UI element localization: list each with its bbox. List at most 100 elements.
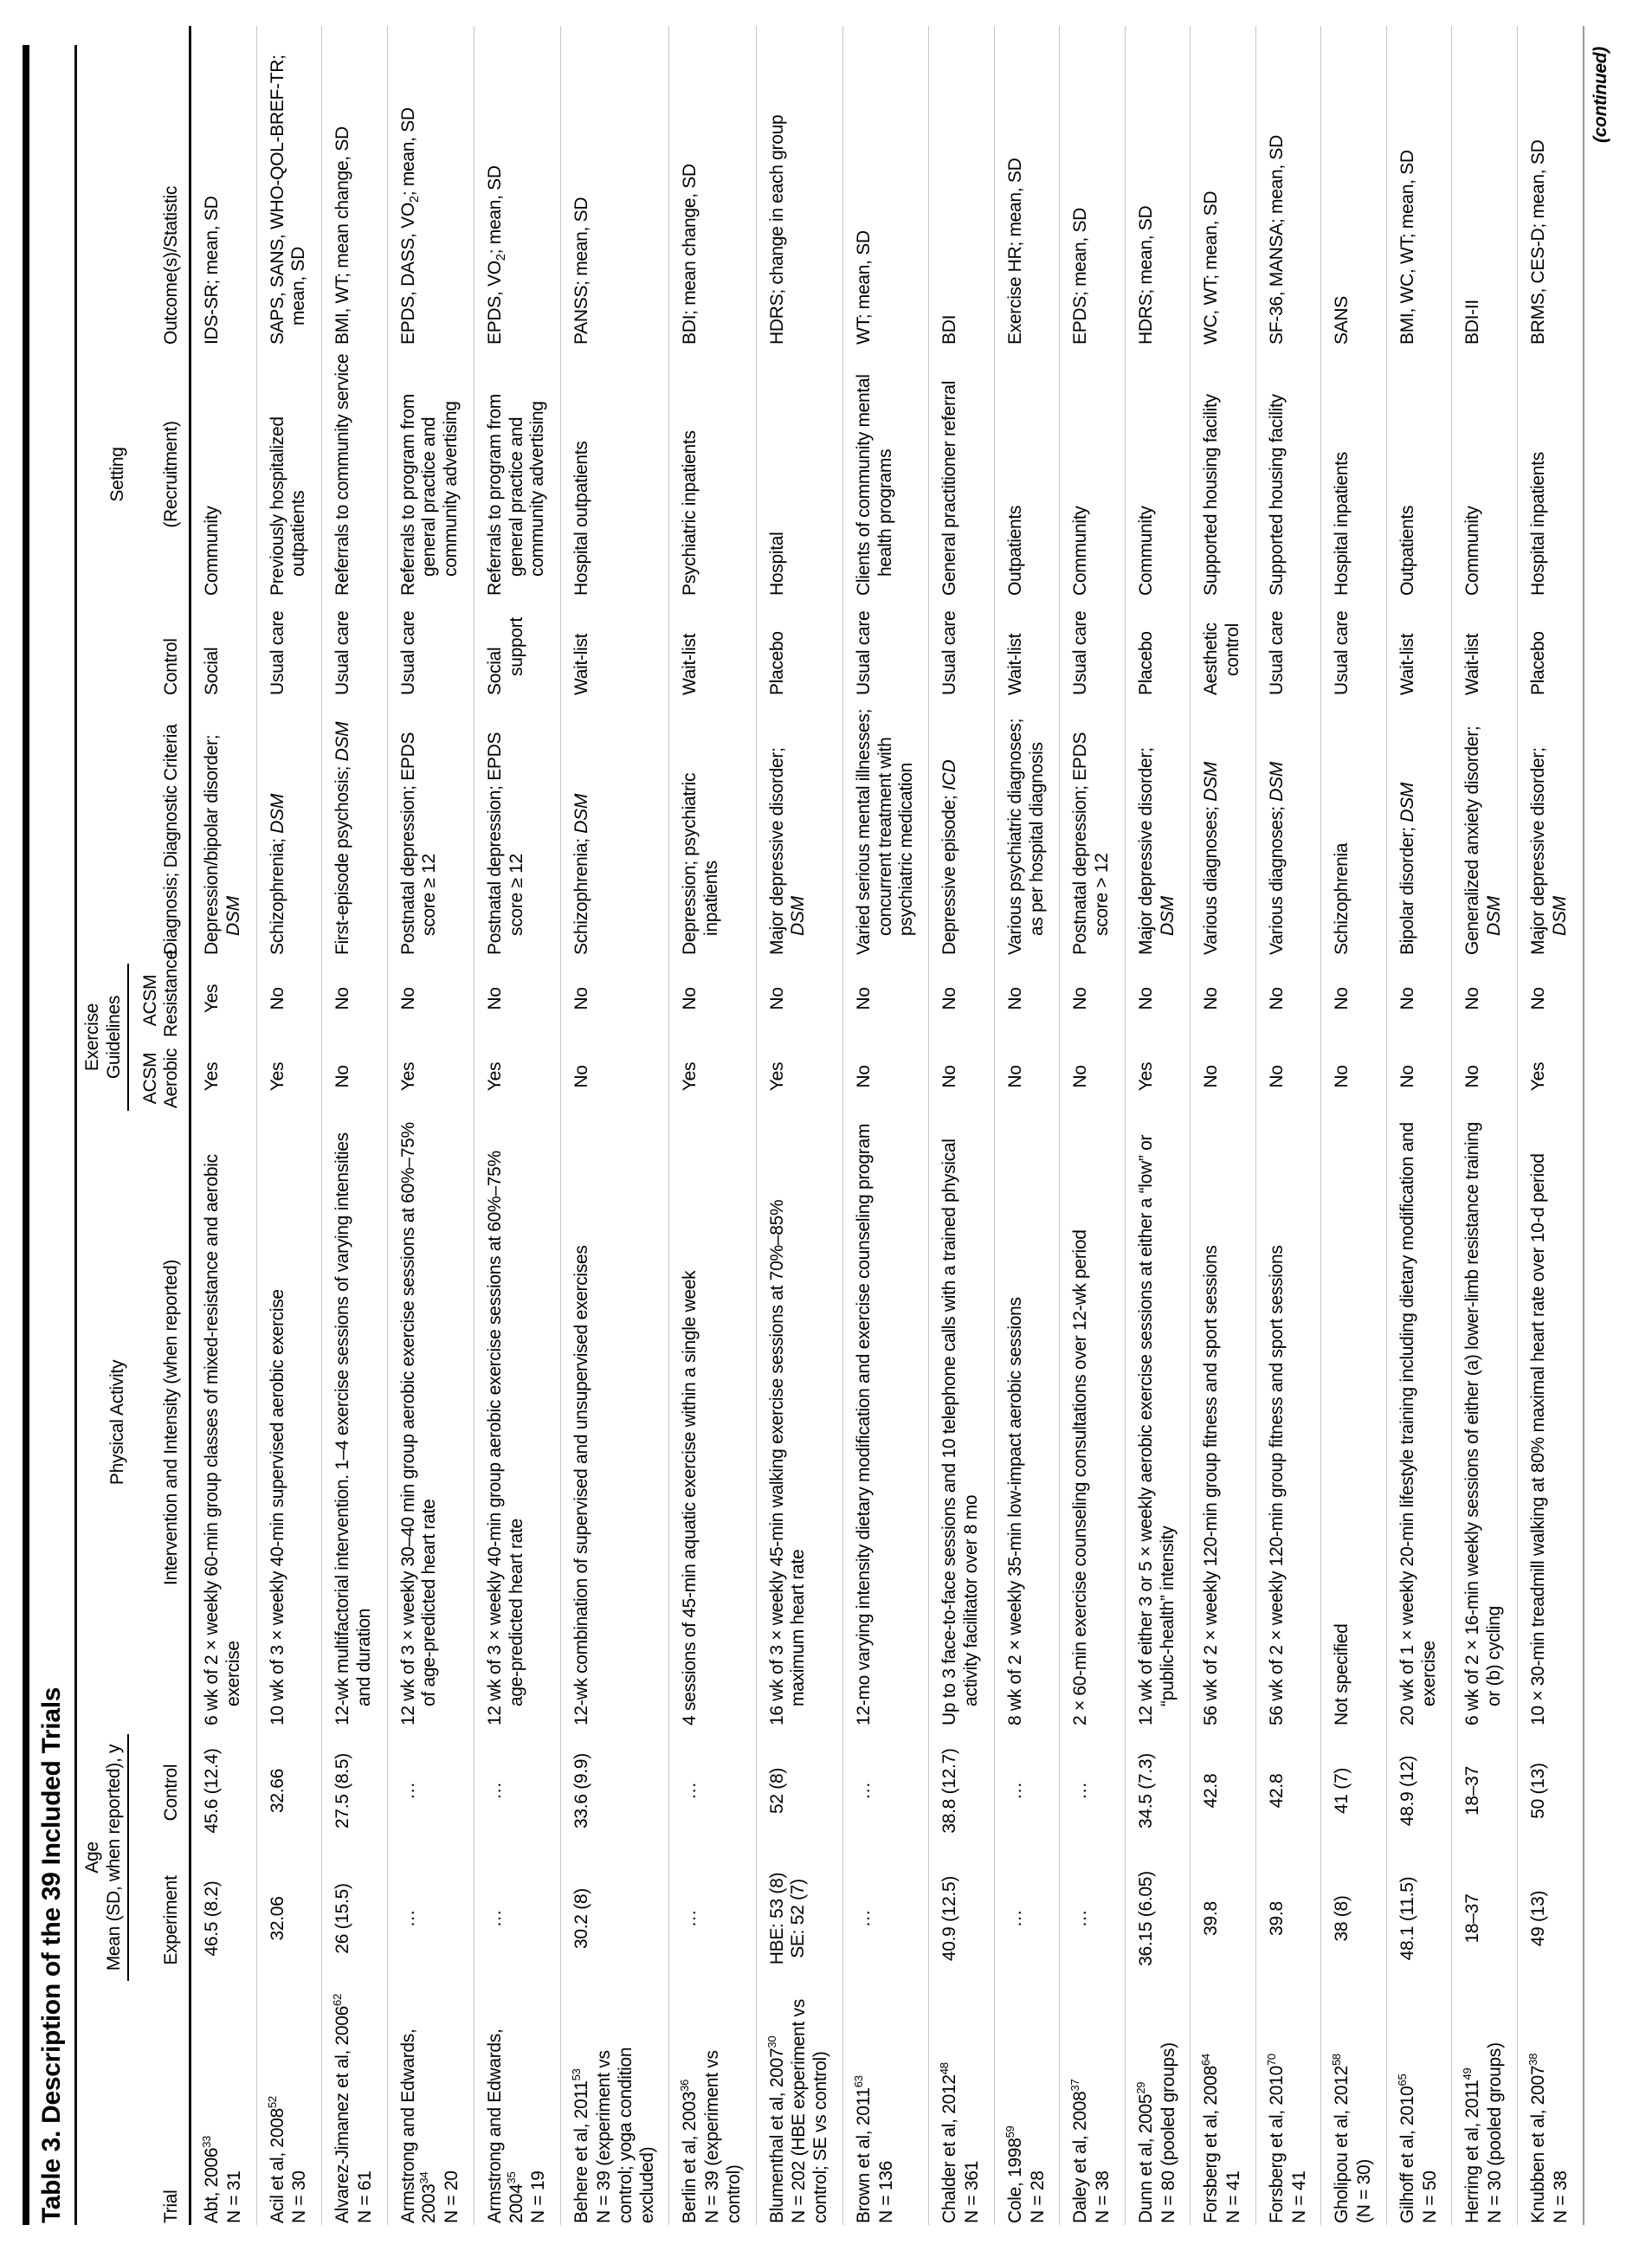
acsm-aerobic-cell: No (560, 1039, 669, 1113)
physical-activity-cell: 10 × 30-min treadmill walking at 80% max… (1517, 1113, 1584, 1727)
header-age-group: Age Mean (SD, when reported), y (77, 1727, 135, 1983)
physical-activity-cell: 6 wk of 2 × 16-min weekly sessions of ei… (1451, 1113, 1518, 1727)
setting-cell: Community (1125, 345, 1191, 597)
trial-sample-size: N = 61 (354, 2170, 375, 2223)
trial-name: Berlin et al, 2003 (680, 2091, 700, 2223)
physical-activity-cell: 12 wk of either 3 or 5 × weekly aerobic … (1125, 1113, 1191, 1727)
setting-cell: Referrals to program from general practi… (387, 345, 474, 597)
control-arm-cell: Placebo (756, 597, 843, 697)
acsm-resistance-cell: No (387, 956, 474, 1039)
trial-name: Armstrong and Edwards, 2004 (484, 2028, 526, 2223)
acsm-aerobic-cell: Yes (256, 1039, 322, 1113)
trial-cell: Gholipou et al, 201258 (N = 30) (1320, 1983, 1387, 2225)
age-control-cell: 45.6 (12.4) (202, 1748, 223, 1834)
age-control-cell: 27.5 (8.5) (321, 1727, 388, 1853)
setting-cell: Supported housing facility (1255, 345, 1321, 597)
trial-name: Armstrong and Edwards, 2003 (397, 2028, 440, 2223)
trial-sample-size: N = 39 (experiment vs control) (702, 2050, 744, 2223)
trial-sample-size: N = 136 (875, 2160, 896, 2223)
trial-cell: Knubben et al, 200738 N = 38 (1517, 1983, 1584, 2225)
acsm-resistance-cell: No (928, 956, 995, 1039)
header-outcome: Outcome(s)/Statistic (134, 25, 190, 346)
acsm-aerobic-cell: Yes (1125, 1039, 1191, 1113)
table-row: Armstrong and Edwards, 200435 N = 19…… 12 … (474, 25, 561, 2225)
trial-sample-size: N = 38 (1550, 2170, 1571, 2223)
physical-activity-cell: Up to 3 face-to-face sessions and 10 tel… (928, 1113, 995, 1727)
control-arm-cell: Usual care (928, 597, 995, 697)
diagnosis-cell: Schizophrenia; DSM (256, 696, 322, 957)
age-experiment-cell: 26 (15.5) (321, 1853, 388, 1983)
control-arm-cell: Usual care (256, 597, 322, 697)
acsm-resistance-cell: No (1125, 956, 1191, 1039)
diagnostic-criteria-italic: DSM (1266, 762, 1287, 802)
diagnostic-criteria-italic: DSM (1157, 896, 1178, 936)
physical-activity-cell: 16 wk of 3 × weekly 45-min walking exerc… (756, 1113, 843, 1727)
diagnostic-criteria-italic: DSM (788, 896, 809, 936)
setting-cell: Outpatients (994, 345, 1060, 597)
table-row: Herring et al, 201149 N = 30 (pooled grou… (1451, 25, 1518, 2225)
acsm-aerobic-cell: Yes (668, 1039, 757, 1113)
age-experiment-cell: 49 (13) (1517, 1853, 1584, 1983)
acsm-aerobic-cell: Yes (1517, 1039, 1584, 1113)
diagnosis-cell: Generalized anxiety disorder; DSM (1451, 696, 1518, 957)
trial-reference: 33 (200, 2135, 214, 2148)
trial-reference: 59 (1003, 2125, 1016, 2138)
trial-cell: Brown et al, 201163 N = 136 (842, 1983, 929, 2225)
acsm-aerobic-cell: No (1255, 1039, 1321, 1113)
header-spacer-control (77, 597, 135, 697)
age-experiment-cell: 32.06 (256, 1853, 322, 1983)
diagnostic-criteria-italic: DSM (571, 793, 592, 834)
trial-name: Forsberg et al, 2008 (1201, 2066, 1222, 2223)
age-control-cell: 38.8 (12.7) (928, 1727, 995, 1853)
diagnostic-criteria-italic: DSM (1397, 782, 1417, 822)
trial-sample-size: (N = 30) (1354, 2158, 1375, 2223)
table-row: Forsberg et al, 200864 N = 41 39.8 42.8 56 w… (1190, 25, 1256, 2225)
table-header: Age Mean (SD, when reported), y Physical… (77, 25, 190, 2225)
control-arm-cell: Social support (474, 597, 561, 697)
diagnosis-cell: Various diagnoses; DSM (1255, 696, 1321, 957)
trial-name: Blumenthal et al, 2007 (766, 2048, 787, 2223)
outcome-cell: IDS-SR; mean, SD (202, 196, 223, 345)
header-guidelines-group: Exercise Guidelines (77, 957, 135, 1113)
setting-cell: Clients of community mental health progr… (842, 345, 929, 597)
header-guidelines-label: Exercise Guidelines (82, 963, 129, 1111)
trial-sample-size: N = 20 (442, 2170, 462, 2223)
control-arm-cell: Usual care (1059, 597, 1126, 697)
trial-name: Abt, 2006 (202, 2147, 223, 2223)
trial-reference: 48 (938, 2062, 952, 2075)
control-arm-cell: Wait-list (668, 597, 757, 697)
trial-reference: 62 (331, 1994, 345, 2006)
age-control-cell: … (387, 1727, 474, 1853)
age-experiment-cell: 46.5 (8.2) (202, 1880, 223, 1957)
diagnosis-cell: Various diagnoses; DSM (1190, 696, 1256, 957)
trial-cell: Berlin et al, 200336 N = 39 (experiment v… (668, 1983, 757, 2225)
trial-sample-size: N = 50 (1419, 2170, 1440, 2223)
diagnosis-cell: Postnatal depression; EPDS score ≥ 12 (474, 696, 561, 957)
control-arm-cell: Usual care (842, 597, 929, 697)
table-row: Chalder et al, 201248 N = 361 40.9 (12.5) 3… (928, 25, 995, 2225)
trial-sample-size: N = 31 (223, 2170, 244, 2223)
table-row: Dunn et al, 200529 N = 80 (pooled groups)… (1125, 25, 1191, 2225)
trial-sample-size: N = 19 (528, 2170, 549, 2223)
trial-reference: 65 (1395, 2074, 1409, 2087)
acsm-resistance-cell: No (1451, 956, 1518, 1039)
control-arm-cell: Usual care (387, 597, 474, 697)
acsm-resistance-cell: No (668, 956, 757, 1039)
acsm-resistance-cell: No (256, 956, 322, 1039)
trial-sample-size: N = 38 (1093, 2170, 1113, 2223)
header-acsm-label-1: ACSM (139, 1052, 160, 1105)
trial-reference: 37 (1068, 2079, 1082, 2092)
trial-name: Brown et al, 2011 (853, 2087, 874, 2223)
acsm-aerobic-cell: No (1386, 1039, 1452, 1113)
setting-cell: Hospital (756, 345, 843, 597)
trial-reference: 36 (678, 2079, 692, 2092)
physical-activity-cell: Not specified (1320, 1113, 1387, 1727)
acsm-resistance-cell: No (842, 956, 929, 1039)
trial-sample-size: N = 361 (961, 2160, 982, 2223)
header-aerobic-label: Aerobic (161, 1048, 182, 1109)
physical-activity-cell: 12-mo varying intensity dietary modifica… (842, 1113, 929, 1727)
trial-sample-size: N = 30 (pooled groups) (1485, 2042, 1506, 2223)
header-setting-line2: (Recruitment) (134, 345, 190, 597)
control-arm-cell: Usual care (1320, 597, 1387, 697)
